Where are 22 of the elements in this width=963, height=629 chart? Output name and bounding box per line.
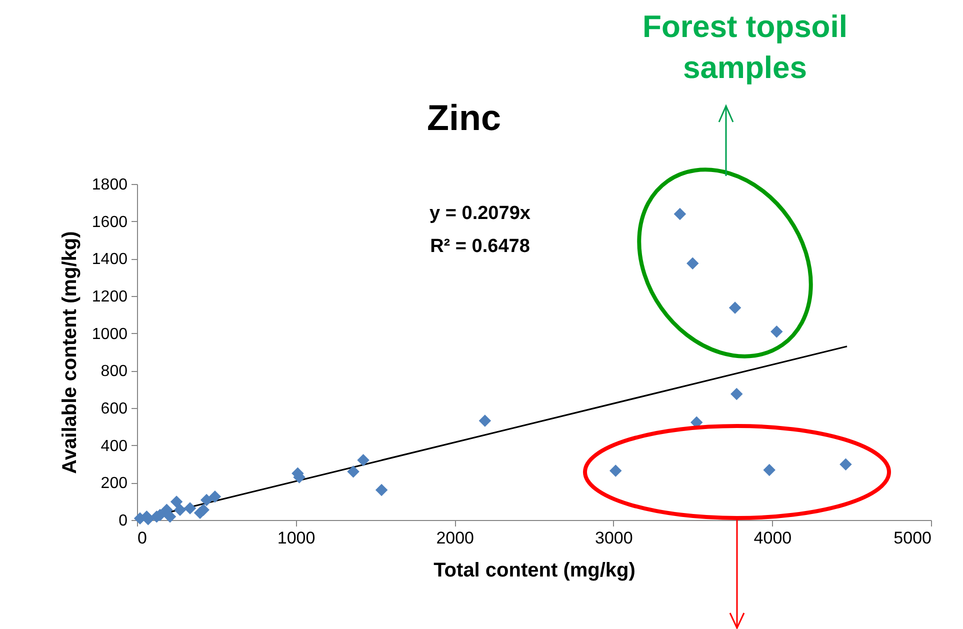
y-tick-label: 1200 — [92, 288, 128, 306]
y-tick-label: 1800 — [92, 176, 128, 194]
y-tick-label: 1400 — [92, 251, 128, 268]
x-tick-label: 5000 — [894, 528, 932, 548]
y-tick-label: 800 — [100, 363, 128, 380]
x-tick-label: 0 — [138, 528, 147, 548]
x-tick-label: 1000 — [277, 528, 316, 548]
y-tick-label: 1600 — [92, 214, 128, 231]
text: Forest topsoil samples — [642, 8, 848, 87]
y-axis-title: Available content (mg/kg) — [58, 231, 81, 474]
x-tick-label: 3000 — [594, 528, 633, 548]
x-axis-title: Total content (mg/kg) — [434, 560, 636, 582]
y-tick-label: 400 — [100, 438, 128, 455]
y-tick-label: 1000 — [92, 326, 128, 343]
annotation: y = 0.2079x — [428, 203, 532, 225]
annotation: R² = 0.6478 — [429, 236, 531, 258]
x-tick-label: 2000 — [436, 528, 474, 548]
y-tick-label: 600 — [100, 400, 128, 418]
y-tick-label: 0 — [118, 512, 128, 530]
x-tick-label: 4000 — [754, 528, 792, 548]
chart-title: Zinc — [426, 97, 502, 138]
y-tick-label: 200 — [100, 475, 128, 492]
